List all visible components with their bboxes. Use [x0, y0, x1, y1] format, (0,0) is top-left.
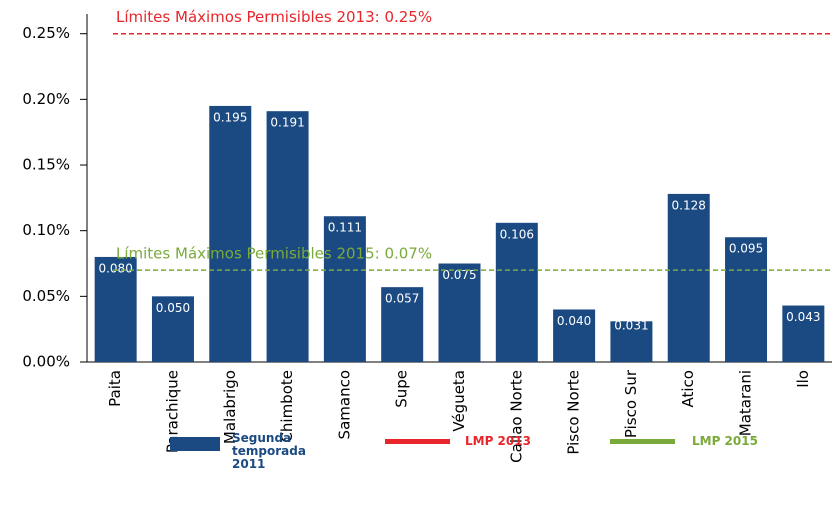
data-label: 0.195: [213, 110, 247, 124]
legend-swatch: [385, 439, 450, 444]
x-tick-label: Végueta: [450, 370, 468, 432]
bar: [323, 216, 366, 362]
legend-label: Segunda temporada 2011: [232, 431, 306, 471]
bar: [725, 237, 768, 362]
data-label: 0.050: [156, 301, 190, 315]
data-label: 0.191: [270, 116, 304, 130]
bar: [667, 193, 710, 362]
data-label: 0.128: [672, 198, 706, 212]
x-tick-label: Callao Norte: [507, 370, 525, 463]
reference-label: Límites Máximos Permisibles 2013: 0.25%: [116, 8, 432, 26]
data-label: 0.080: [98, 261, 132, 275]
x-tick-label: Chimbote: [278, 370, 296, 443]
x-tick-label: Pisco Sur: [622, 369, 640, 438]
data-label: 0.075: [442, 268, 476, 282]
x-tick-label: Paita: [106, 370, 124, 407]
y-tick-label: 0.20%: [22, 90, 70, 108]
x-tick-label: Supe: [393, 370, 411, 408]
data-label: 0.095: [729, 242, 763, 256]
y-tick-label: 0.10%: [22, 221, 70, 239]
legend-label: LMP 2013: [465, 434, 531, 448]
x-tick-label: Atico: [679, 370, 697, 407]
bar: [610, 321, 653, 362]
bar: [438, 263, 481, 362]
data-label: 0.106: [500, 227, 534, 241]
bar: [782, 305, 825, 362]
data-label: 0.040: [557, 314, 591, 328]
bar: [151, 296, 194, 362]
x-tick-label: Malabrigo: [221, 370, 239, 444]
data-label: 0.057: [385, 292, 419, 306]
data-label: 0.111: [328, 221, 362, 235]
legend-swatch: [610, 439, 675, 444]
x-tick-label: Samanco: [335, 370, 353, 439]
bar: [209, 105, 252, 362]
x-tick-label: Ilo: [794, 370, 812, 388]
bar: [266, 111, 309, 362]
bar: [553, 309, 596, 362]
data-label: 0.031: [614, 319, 648, 333]
x-tick-label: Pisco Norte: [565, 370, 583, 455]
x-tick-label: Parachique: [163, 370, 181, 453]
legend-swatch: [170, 437, 220, 451]
x-tick-label: Matarani: [737, 370, 755, 436]
bar: [495, 222, 538, 362]
y-tick-label: 0.05%: [22, 287, 70, 305]
y-tick-label: 0.15%: [22, 156, 70, 174]
data-label: 0.043: [786, 310, 820, 324]
y-tick-label: 0.00%: [22, 353, 70, 371]
reference-label: Límites Máximos Permisibles 2015: 0.07%: [116, 245, 432, 263]
bar: [381, 287, 424, 362]
legend-label: LMP 2015: [692, 434, 758, 448]
y-tick-label: 0.25%: [22, 24, 70, 42]
bar: [94, 256, 137, 362]
